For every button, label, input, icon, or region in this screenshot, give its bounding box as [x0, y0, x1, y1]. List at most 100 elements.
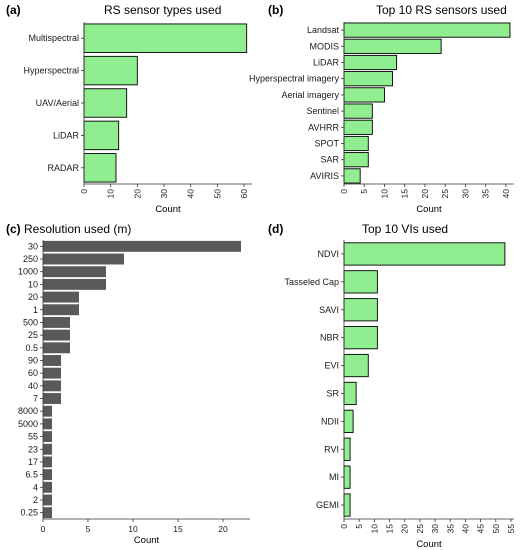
bar: RVI: 2: [343, 437, 351, 461]
bar: 0.25: 1: [43, 507, 52, 519]
bar: 250: 9: [43, 253, 124, 265]
panel-tag: (a): [6, 3, 21, 17]
category-label: NDII: [321, 416, 339, 426]
bar: Sentinel: 7: [343, 103, 373, 119]
x-tick-label: 30: [430, 524, 440, 534]
bar: MODIS: 24: [343, 38, 442, 54]
bar: Landsat: 41: [343, 22, 511, 38]
category-label: 17: [28, 457, 38, 467]
x-tick-label: 5: [359, 189, 369, 194]
category-label: Sentinel: [306, 106, 339, 116]
category-label: NDVI: [317, 249, 339, 259]
panel-tag: (d): [268, 222, 283, 236]
x-tick-label: 15: [173, 524, 183, 534]
chart-panel-2: (b) Top 10 RS sensors used Landsat: 41Land…: [249, 3, 514, 215]
category-label: SPOT: [314, 139, 339, 149]
panel-tag: (b): [268, 3, 283, 17]
category-label: 250: [23, 254, 38, 264]
bar: SPOT: 6: [343, 135, 369, 152]
x-tick-label: 40: [460, 524, 470, 534]
bar: 7: 2: [43, 393, 61, 404]
bar: 55: 1: [43, 431, 52, 443]
x-tick-label: 25: [440, 189, 450, 199]
category-label: Landsat: [307, 25, 340, 35]
x-tick-label: 60: [239, 189, 249, 199]
category-label: MODIS: [309, 41, 339, 51]
bar: LiDAR: 13: [83, 120, 120, 151]
panel-tag: (c): [6, 222, 21, 236]
bar: AVIRIS: 4: [343, 168, 361, 184]
x-tick-label: 5: [86, 524, 91, 534]
category-label: 0.5: [25, 343, 38, 353]
x-tick-label: 30: [460, 189, 470, 199]
bar: MI: 2: [343, 465, 351, 489]
category-label: 30: [28, 241, 38, 251]
category-label: 10: [28, 279, 38, 289]
bar: 20: 4: [43, 291, 79, 303]
category-label: 25: [28, 330, 38, 340]
category-label: UAV/Aerial: [36, 98, 79, 108]
bar: UAV/Aerial: 16: [83, 88, 128, 118]
bar: 0.5: 3: [43, 342, 70, 354]
x-tick-label: 10: [128, 524, 138, 534]
category-label: LiDAR: [313, 58, 340, 68]
bar: 25: 3: [43, 329, 70, 341]
x-axis-title: Count: [134, 535, 160, 546]
category-label: 6.5: [25, 470, 38, 480]
x-tick-label: 20: [132, 189, 142, 199]
x-axis-title: Count: [416, 539, 442, 550]
category-label: SR: [326, 388, 339, 398]
category-label: MI: [329, 472, 339, 482]
chart-title: Resolution used (m): [24, 222, 131, 236]
x-tick-label: 35: [481, 189, 491, 199]
bar: 30: 22: [43, 240, 241, 252]
category-label: Hyperspectral imagery: [249, 74, 340, 84]
bar: 2: 1: [43, 494, 52, 506]
x-tick-label: 20: [218, 524, 228, 534]
chart-title: RS sensor types used: [104, 3, 221, 17]
category-label: AVHRR: [308, 122, 339, 132]
category-label: RVI: [324, 444, 339, 454]
x-tick-label: 30: [159, 189, 169, 199]
category-label: Hyperspectral: [23, 66, 79, 76]
bar: Aerial imagery: 10: [343, 87, 385, 103]
bar: SAVI: 11: [343, 298, 378, 322]
x-tick-label: 40: [186, 189, 196, 199]
x-tick-label: 20: [400, 524, 410, 534]
bar: NBR: 11: [343, 326, 378, 350]
category-label: 0.25: [20, 508, 38, 518]
bar: NDVI: 53: [343, 242, 506, 266]
bar: 1: 4: [43, 304, 79, 316]
bar: 8000: 1: [43, 405, 52, 417]
x-tick-label: 40: [501, 189, 511, 199]
category-label: AVIRIS: [310, 171, 339, 181]
bar: 23: 1: [43, 443, 52, 455]
category-label: 500: [23, 317, 38, 327]
category-label: 2: [33, 495, 38, 505]
chart-panel-3: (c) Resolution used (m) 30: 22 30 250: 9 250 1…: [6, 222, 250, 546]
bar: SAR: 6: [343, 152, 369, 168]
bar: Tasseled Cap: 11: [343, 270, 378, 294]
category-label: 7: [33, 394, 38, 404]
x-tick-label: 15: [385, 524, 395, 534]
bar: 40: 2: [43, 380, 61, 392]
x-tick-label: 25: [415, 524, 425, 534]
bar: Hyperspectral imagery: 12: [343, 71, 394, 87]
bar: 4: 1: [43, 481, 52, 493]
category-label: 20: [28, 292, 38, 302]
bar: EVI: 8: [343, 353, 369, 378]
category-label: EVI: [324, 361, 339, 371]
x-tick-label: 10: [369, 524, 379, 534]
category-label: Aerial imagery: [281, 90, 339, 100]
x-axis-title: Count: [155, 204, 181, 215]
bar: Multispectral: 61: [83, 23, 248, 53]
category-label: 4: [33, 482, 38, 492]
category-label: RADAR: [47, 163, 79, 173]
category-label: LiDAR: [53, 130, 80, 140]
category-label: 90: [28, 355, 38, 365]
bar: AVHRR: 7: [343, 119, 373, 135]
bar: GEMI: 2: [343, 493, 351, 517]
bar: SR: 4: [343, 381, 357, 406]
category-label: 8000: [18, 406, 38, 416]
x-tick-label: 35: [445, 524, 455, 534]
